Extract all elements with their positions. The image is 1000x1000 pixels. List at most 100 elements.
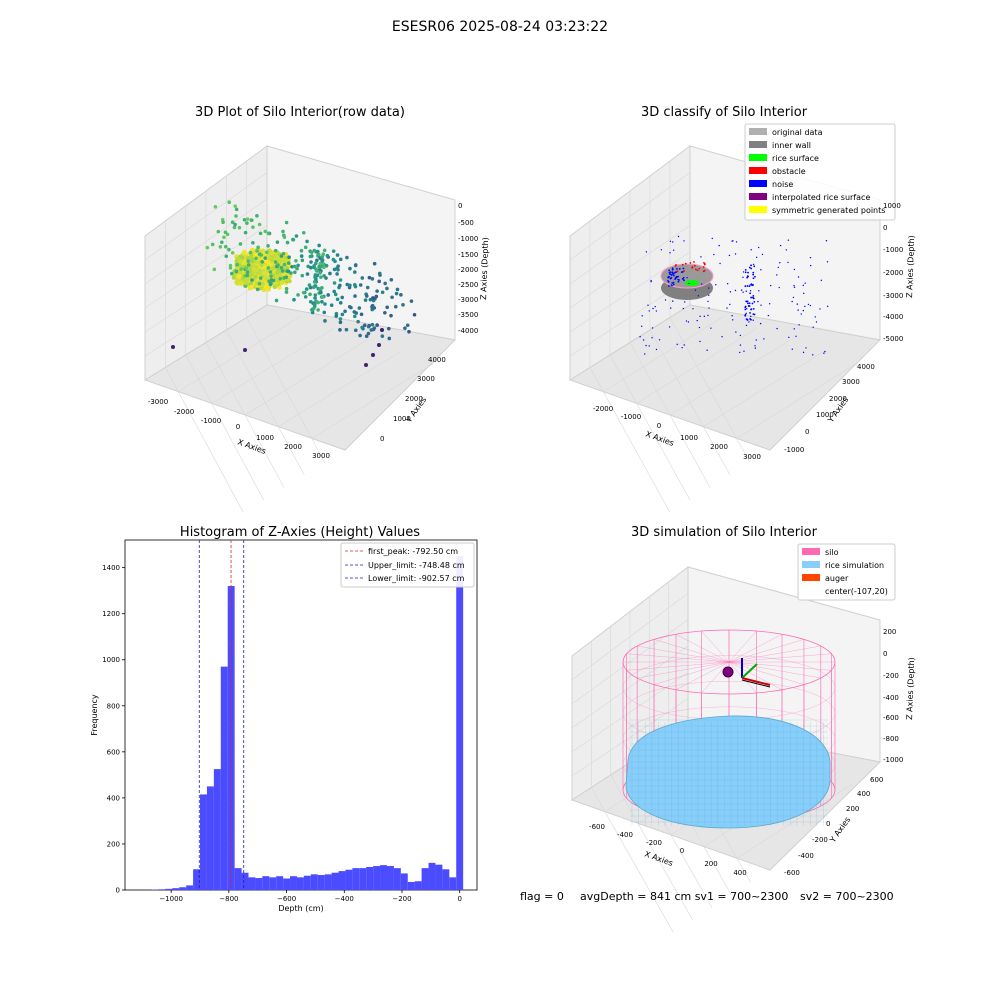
noise-point — [768, 303, 771, 305]
raw-point — [304, 287, 309, 291]
noise-point — [670, 284, 672, 286]
raw-point — [383, 311, 387, 315]
noise-point — [757, 300, 759, 303]
noise-point — [672, 281, 675, 284]
noise-point — [671, 282, 674, 284]
raw-point — [367, 275, 372, 280]
raw-point — [244, 266, 249, 271]
raw-point — [243, 230, 248, 235]
raw-point — [246, 263, 251, 267]
raw-point — [234, 269, 239, 274]
noise-point — [810, 264, 812, 267]
obstacle-point — [698, 267, 701, 270]
raw-point — [318, 271, 322, 275]
raw-point — [284, 220, 289, 225]
noise-point — [796, 303, 799, 305]
raw-ztick: -500 — [458, 219, 474, 227]
raw-point — [334, 314, 339, 318]
noise-point — [718, 244, 720, 247]
noise-point — [648, 345, 650, 347]
histogram-bar — [400, 873, 408, 890]
histogram-bar — [352, 868, 360, 890]
raw-point — [251, 240, 255, 245]
noise-point — [729, 303, 731, 306]
legend-swatch-interpolated — [749, 193, 767, 200]
histogram-bar — [172, 888, 180, 890]
grid-line — [610, 774, 693, 921]
raw-point — [301, 230, 306, 235]
noise-point — [678, 268, 681, 270]
histogram-bar — [428, 862, 436, 890]
noise-point — [739, 344, 742, 346]
raw-ytick: 4000 — [428, 356, 446, 364]
noise-point — [742, 291, 744, 293]
raw-point — [305, 272, 310, 276]
raw-point — [266, 266, 271, 270]
noise-point — [791, 348, 793, 350]
raw-point — [270, 257, 275, 263]
raw-point — [229, 271, 234, 276]
raw-point — [328, 271, 332, 276]
raw-point — [313, 275, 317, 279]
simulation-xtick: 0 — [680, 847, 684, 855]
noise-point — [748, 266, 751, 269]
raw-point — [280, 257, 286, 263]
raw-point — [336, 264, 340, 268]
raw-point — [353, 263, 358, 267]
noise-point — [694, 289, 697, 291]
noise-point — [812, 354, 814, 356]
histogram-bar — [227, 586, 235, 890]
raw-point — [364, 294, 369, 298]
noise-point — [676, 268, 678, 270]
legend-swatch-noise — [749, 180, 767, 187]
raw-point — [263, 273, 268, 278]
noise-point — [641, 315, 643, 317]
raw-point — [245, 217, 250, 221]
classify-xtick: -2000 — [593, 405, 613, 413]
noise-point — [658, 339, 661, 341]
classify-ytick: 4000 — [857, 363, 875, 371]
legend-label-rice-surface: rice surface — [772, 154, 819, 163]
histogram-bar — [220, 666, 228, 890]
raw-point — [333, 292, 338, 297]
silo-roof-spoke — [637, 661, 730, 679]
noise-point — [779, 244, 782, 247]
raw-point — [393, 304, 398, 309]
noise-point — [698, 326, 701, 329]
noise-point — [752, 263, 755, 266]
raw-point — [249, 284, 254, 290]
noise-point — [750, 267, 753, 270]
raw-point — [279, 254, 284, 258]
noise-point — [692, 308, 694, 310]
raw-point — [228, 263, 233, 268]
raw-point — [269, 274, 273, 278]
noise-point — [713, 253, 715, 256]
noise-point — [700, 256, 702, 258]
noise-point — [752, 294, 755, 297]
rice-simulation-surface — [625, 715, 831, 829]
classify-ztick: 1000 — [883, 202, 901, 210]
legend-label-first-peak: first_peak: -792.50 cm — [368, 547, 458, 556]
raw-point — [322, 310, 327, 315]
obstacle-point — [703, 269, 706, 272]
noise-point — [644, 353, 646, 355]
noise-point — [647, 304, 649, 306]
noise-point — [750, 296, 753, 299]
noise-point — [746, 276, 749, 279]
raw-point — [230, 251, 235, 255]
noise-point — [671, 268, 674, 271]
raw-point — [275, 270, 280, 275]
noise-point — [752, 271, 755, 274]
simulation-ztick: -600 — [883, 714, 899, 722]
raw-point — [390, 295, 394, 300]
histogram-bar — [380, 865, 387, 890]
raw-point — [257, 281, 262, 286]
raw-point — [338, 320, 343, 325]
obstacle-point — [683, 270, 686, 272]
raw-point — [255, 214, 259, 218]
raw-point — [360, 276, 365, 280]
raw-point — [387, 326, 391, 331]
raw-point — [358, 283, 363, 287]
noise-point — [746, 300, 749, 303]
